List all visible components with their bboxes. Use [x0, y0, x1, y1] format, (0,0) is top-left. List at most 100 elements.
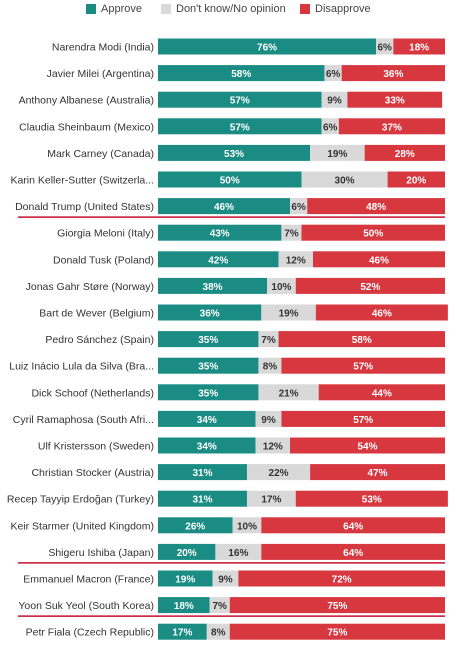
- bar-dont_know-emmanuel-macron-france[interactable]: [212, 570, 239, 587]
- bar-approve-anthony-albanese-australia[interactable]: [158, 91, 322, 108]
- bar-disapprove-yoon-suk-yeol-south-korea[interactable]: [229, 597, 445, 614]
- bar-dont_know-javier-milei-argentina[interactable]: [324, 65, 342, 82]
- data-label-approve-anthony-albanese-australia: 57%: [230, 96, 250, 107]
- data-label-approve-javier-milei-argentina: 58%: [231, 69, 251, 80]
- category-label-cyril-ramaphosa-south-afri: Cyril Ramaphosa (South Afri...: [13, 414, 154, 426]
- data-label-approve-jonas-gahr-st-re-norway: 38%: [203, 282, 223, 293]
- bar-disapprove-luiz-in-cio-lula-da-silva-bra[interactable]: [281, 357, 445, 374]
- data-label-disapprove-keir-starmer-united-kingdom: 64%: [343, 521, 363, 532]
- bar-approve-keir-starmer-united-kingdom[interactable]: [158, 517, 233, 534]
- bar-approve-recep-tayyip-erdo-an-turkey[interactable]: [158, 490, 247, 507]
- bar-dont_know-luiz-in-cio-lula-da-silva-bra[interactable]: [258, 357, 282, 374]
- bar-approve-yoon-suk-yeol-south-korea[interactable]: [158, 597, 210, 614]
- data-label-disapprove-cyril-ramaphosa-south-afri: 57%: [353, 415, 373, 426]
- bar-dont_know-yoon-suk-yeol-south-korea[interactable]: [209, 597, 230, 614]
- bar-approve-javier-milei-argentina[interactable]: [158, 65, 325, 82]
- bar-dont_know-christian-stocker-austria[interactable]: [246, 464, 311, 481]
- bar-disapprove-donald-trump-united-states[interactable]: [307, 198, 445, 215]
- bar-disapprove-petr-fiala-czech-republic[interactable]: [229, 623, 445, 640]
- data-label-dont_know-emmanuel-macron-france: 9%: [218, 575, 233, 586]
- data-label-approve-keir-starmer-united-kingdom: 26%: [185, 521, 205, 532]
- data-label-disapprove-jonas-gahr-st-re-norway: 52%: [360, 282, 380, 293]
- legend-item-approve[interactable]: Approve: [86, 3, 142, 15]
- bar-dont_know-shigeru-ishiba-japan[interactable]: [215, 543, 262, 560]
- bar-dont_know-claudia-sheinbaum-mexico[interactable]: [321, 118, 339, 135]
- bar-disapprove-pedro-s-nchez-spain[interactable]: [278, 331, 445, 348]
- bar-disapprove-donald-tusk-poland[interactable]: [312, 251, 445, 268]
- data-label-approve-karin-keller-sutter-switzerla: 50%: [220, 176, 240, 187]
- bar-dont_know-donald-trump-united-states[interactable]: [290, 198, 308, 215]
- bar-dont_know-narendra-modi-india[interactable]: [376, 38, 394, 55]
- bar-disapprove-emmanuel-macron-france[interactable]: [238, 570, 445, 587]
- bar-approve-giorgia-meloni-italy[interactable]: [158, 224, 282, 241]
- bar-approve-christian-stocker-austria[interactable]: [158, 464, 247, 481]
- bar-approve-cyril-ramaphosa-south-afri[interactable]: [158, 410, 256, 427]
- bar-disapprove-claudia-sheinbaum-mexico[interactable]: [338, 118, 445, 135]
- bar-dont_know-petr-fiala-czech-republic[interactable]: [206, 623, 230, 640]
- bar-dont_know-mark-carney-canada[interactable]: [310, 144, 365, 161]
- bar-approve-jonas-gahr-st-re-norway[interactable]: [158, 277, 268, 294]
- category-label-keir-starmer-united-kingdom: Keir Starmer (United Kingdom): [10, 520, 154, 532]
- bar-disapprove-keir-starmer-united-kingdom[interactable]: [261, 517, 445, 534]
- category-label-javier-milei-argentina: Javier Milei (Argentina): [47, 68, 154, 80]
- bar-disapprove-mark-carney-canada[interactable]: [364, 144, 445, 161]
- bar-disapprove-giorgia-meloni-italy[interactable]: [301, 224, 446, 241]
- bar-dont_know-keir-starmer-united-kingdom[interactable]: [232, 517, 262, 534]
- bar-approve-narendra-modi-india[interactable]: [158, 38, 377, 55]
- bar-disapprove-anthony-albanese-australia[interactable]: [347, 91, 443, 108]
- data-label-disapprove-dick-schoof-netherlands: 44%: [372, 388, 392, 399]
- bar-disapprove-javier-milei-argentina[interactable]: [341, 65, 445, 82]
- bar-disapprove-jonas-gahr-st-re-norway[interactable]: [295, 277, 445, 294]
- bar-approve-luiz-in-cio-lula-da-silva-bra[interactable]: [158, 357, 259, 374]
- data-label-disapprove-karin-keller-sutter-switzerla: 20%: [406, 176, 426, 187]
- data-label-disapprove-bart-de-wever-belgium: 46%: [372, 309, 392, 320]
- data-label-disapprove-pedro-s-nchez-spain: 58%: [352, 335, 372, 346]
- bar-disapprove-ulf-kristersson-sweden[interactable]: [290, 437, 445, 454]
- bar-approve-bart-de-wever-belgium[interactable]: [158, 304, 262, 321]
- bar-approve-shigeru-ishiba-japan[interactable]: [158, 543, 216, 560]
- bar-approve-mark-carney-canada[interactable]: [158, 144, 311, 161]
- bar-disapprove-recep-tayyip-erdo-an-turkey[interactable]: [295, 490, 448, 507]
- bar-dont_know-ulf-kristersson-sweden[interactable]: [255, 437, 291, 454]
- data-label-dont_know-giorgia-meloni-italy: 7%: [284, 229, 299, 240]
- bar-approve-claudia-sheinbaum-mexico[interactable]: [158, 118, 322, 135]
- bar-disapprove-narendra-modi-india[interactable]: [393, 38, 445, 55]
- legend-item-dont-know[interactable]: Don't know/No opinion: [161, 3, 286, 15]
- data-label-approve-christian-stocker-austria: 31%: [192, 468, 212, 479]
- data-label-disapprove-petr-fiala-czech-republic: 75%: [327, 628, 347, 639]
- bar-approve-pedro-s-nchez-spain[interactable]: [158, 331, 259, 348]
- data-label-dont_know-donald-tusk-poland: 12%: [286, 255, 306, 266]
- data-label-dont_know-keir-starmer-united-kingdom: 10%: [237, 521, 257, 532]
- bar-dont_know-bart-de-wever-belgium[interactable]: [261, 304, 316, 321]
- bar-disapprove-bart-de-wever-belgium[interactable]: [315, 304, 448, 321]
- bar-dont_know-anthony-albanese-australia[interactable]: [321, 91, 348, 108]
- bar-dont_know-pedro-s-nchez-spain[interactable]: [258, 331, 279, 348]
- legend-item-disapprove[interactable]: Disapprove: [300, 3, 371, 15]
- bar-approve-dick-schoof-netherlands[interactable]: [158, 384, 259, 401]
- data-label-approve-luiz-in-cio-lula-da-silva-bra: 35%: [198, 362, 218, 373]
- bar-approve-donald-tusk-poland[interactable]: [158, 251, 279, 268]
- data-label-disapprove-claudia-sheinbaum-mexico: 37%: [382, 122, 402, 133]
- bar-disapprove-shigeru-ishiba-japan[interactable]: [261, 543, 445, 560]
- bar-disapprove-cyril-ramaphosa-south-afri[interactable]: [281, 410, 445, 427]
- category-label-donald-trump-united-states: Donald Trump (United States): [15, 201, 154, 213]
- bar-approve-karin-keller-sutter-switzerla[interactable]: [158, 171, 302, 188]
- bar-disapprove-karin-keller-sutter-switzerla[interactable]: [387, 171, 445, 188]
- bar-dont_know-cyril-ramaphosa-south-afri[interactable]: [255, 410, 282, 427]
- category-label-donald-tusk-poland: Donald Tusk (Poland): [53, 254, 154, 266]
- bar-dont_know-giorgia-meloni-italy[interactable]: [281, 224, 302, 241]
- bar-approve-petr-fiala-czech-republic[interactable]: [158, 623, 207, 640]
- legend-swatch-disapprove: [300, 4, 310, 14]
- data-label-dont_know-karin-keller-sutter-switzerla: 30%: [335, 176, 355, 187]
- bar-dont_know-jonas-gahr-st-re-norway[interactable]: [267, 277, 296, 294]
- bar-approve-ulf-kristersson-sweden[interactable]: [158, 437, 256, 454]
- bar-approve-emmanuel-macron-france[interactable]: [158, 570, 213, 587]
- bar-dont_know-dick-schoof-netherlands[interactable]: [258, 384, 319, 401]
- bar-dont_know-karin-keller-sutter-switzerla[interactable]: [301, 171, 388, 188]
- bar-disapprove-christian-stocker-austria[interactable]: [310, 464, 445, 481]
- bar-approve-donald-trump-united-states[interactable]: [158, 198, 291, 215]
- data-label-approve-claudia-sheinbaum-mexico: 57%: [230, 122, 250, 133]
- bar-dont_know-donald-tusk-poland[interactable]: [278, 251, 313, 268]
- bar-dont_know-recep-tayyip-erdo-an-turkey[interactable]: [246, 490, 296, 507]
- bar-disapprove-dick-schoof-netherlands[interactable]: [318, 384, 445, 401]
